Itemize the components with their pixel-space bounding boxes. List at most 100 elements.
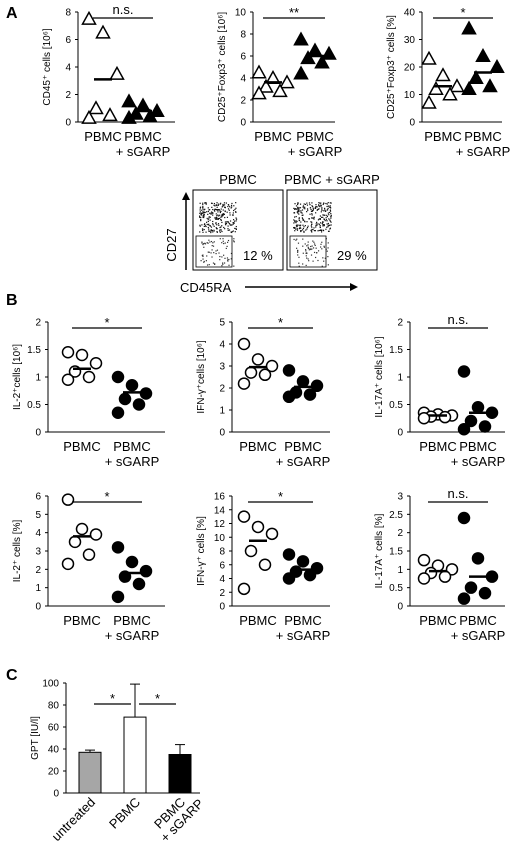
flow-event: [324, 214, 326, 216]
data-point: [121, 109, 137, 124]
y-tick-label: 1.5: [389, 547, 403, 558]
flow-event: [297, 210, 299, 212]
x-axis-label: CD45RA: [180, 280, 232, 295]
data-point: [435, 67, 451, 82]
flow-event: [223, 254, 225, 256]
x-category-label: PBMC: [113, 439, 151, 454]
flow-event: [310, 208, 312, 211]
flow-event: [322, 257, 324, 259]
flow-event: [228, 209, 230, 211]
flow-event: [220, 210, 222, 213]
flow-event: [209, 241, 211, 243]
flow-event: [235, 211, 237, 213]
flow-event: [229, 214, 231, 216]
flow-event: [199, 225, 201, 227]
x-category-label: + sGARP: [276, 454, 331, 469]
flow-event: [213, 252, 215, 254]
flow-event: [303, 203, 305, 205]
flow-plot-frame: [192, 189, 284, 271]
flow-event: [303, 231, 305, 233]
flow-event: [205, 225, 207, 228]
flow-event: [233, 209, 235, 212]
flow-event: [217, 211, 219, 213]
y-tick-label: 0: [397, 602, 403, 613]
flow-event: [325, 228, 327, 230]
dot-plot-b3: 0 0.5 1 1.5 2 IL-17A⁺ cells [10⁶] n.s. PBMC PBMC…: [374, 312, 505, 469]
data-point: [445, 563, 459, 576]
data-point: [471, 401, 485, 414]
flow-event: [315, 212, 317, 214]
flow-event: [216, 249, 219, 251]
flow-event: [313, 227, 315, 229]
flow-event: [330, 207, 332, 209]
data-point: [485, 406, 499, 419]
data-point: [139, 564, 153, 578]
flow-event: [202, 215, 204, 217]
y-axis-label: IFN-γ⁺ cells [%]: [196, 516, 207, 586]
y-tick-label: 10: [235, 8, 247, 19]
data-point: [303, 568, 317, 582]
y-tick-label: 8: [240, 30, 246, 41]
y-tick-label: 0: [397, 428, 403, 439]
flow-event: [327, 226, 329, 228]
flow-event: [214, 208, 217, 210]
flow-event: [235, 218, 238, 220]
flow-event: [221, 206, 223, 208]
x-category-label: PBMC: [239, 439, 277, 454]
data-point: [282, 364, 296, 377]
flow-event: [203, 228, 205, 231]
flow-event: [212, 214, 214, 216]
flow-event: [308, 249, 310, 251]
flow-event: [221, 265, 223, 267]
data-point: [303, 388, 317, 401]
flow-event: [225, 224, 227, 226]
gate-percentage: 29 %: [337, 248, 367, 263]
y-tick-label: 100: [42, 679, 59, 690]
flow-event: [232, 221, 234, 224]
flow-event: [216, 217, 218, 219]
flow-event: [215, 216, 217, 219]
y-axis-label: IL-2⁺ cells [%]: [12, 520, 23, 583]
flow-event: [226, 211, 228, 213]
flow-event: [297, 202, 299, 204]
flow-event: [323, 214, 325, 216]
flow-event: [301, 212, 303, 214]
y-tick-label: 3: [35, 547, 41, 558]
y-tick-label: 0: [35, 602, 41, 613]
flow-event: [293, 212, 295, 214]
flow-event: [203, 211, 206, 213]
flow-event: [311, 202, 313, 204]
y-tick-label: 60: [48, 723, 60, 734]
flow-event: [223, 226, 225, 229]
flow-event: [296, 226, 298, 228]
x-category-label: PBMC: [284, 439, 322, 454]
x-category-label: PBMC: [84, 129, 122, 144]
flow-event: [205, 260, 207, 262]
flow-event: [329, 202, 331, 204]
flow-event: [199, 206, 202, 208]
y-tick-label: 5: [35, 510, 41, 521]
flow-event: [220, 219, 222, 221]
flow-event: [314, 230, 316, 232]
flow-event: [228, 264, 230, 266]
flow-event: [214, 218, 217, 220]
flow-event: [208, 239, 210, 241]
flow-event: [327, 256, 329, 258]
flow-event: [306, 204, 309, 206]
flow-event: [328, 214, 330, 216]
flow-event: [306, 252, 308, 255]
flow-event: [217, 203, 219, 205]
flow-event: [327, 207, 329, 210]
flow-event: [296, 202, 299, 204]
flow-event: [203, 243, 205, 245]
cd27-arrowhead: [182, 192, 190, 200]
y-tick-label: 1: [219, 406, 225, 417]
significance-label: *: [460, 5, 465, 20]
flow-event: [302, 252, 304, 254]
flow-event: [211, 212, 213, 214]
flow-event: [315, 247, 317, 249]
flow-event: [223, 213, 225, 215]
flow-event: [313, 217, 315, 219]
flow-event: [330, 224, 332, 226]
flow-event: [212, 231, 214, 233]
